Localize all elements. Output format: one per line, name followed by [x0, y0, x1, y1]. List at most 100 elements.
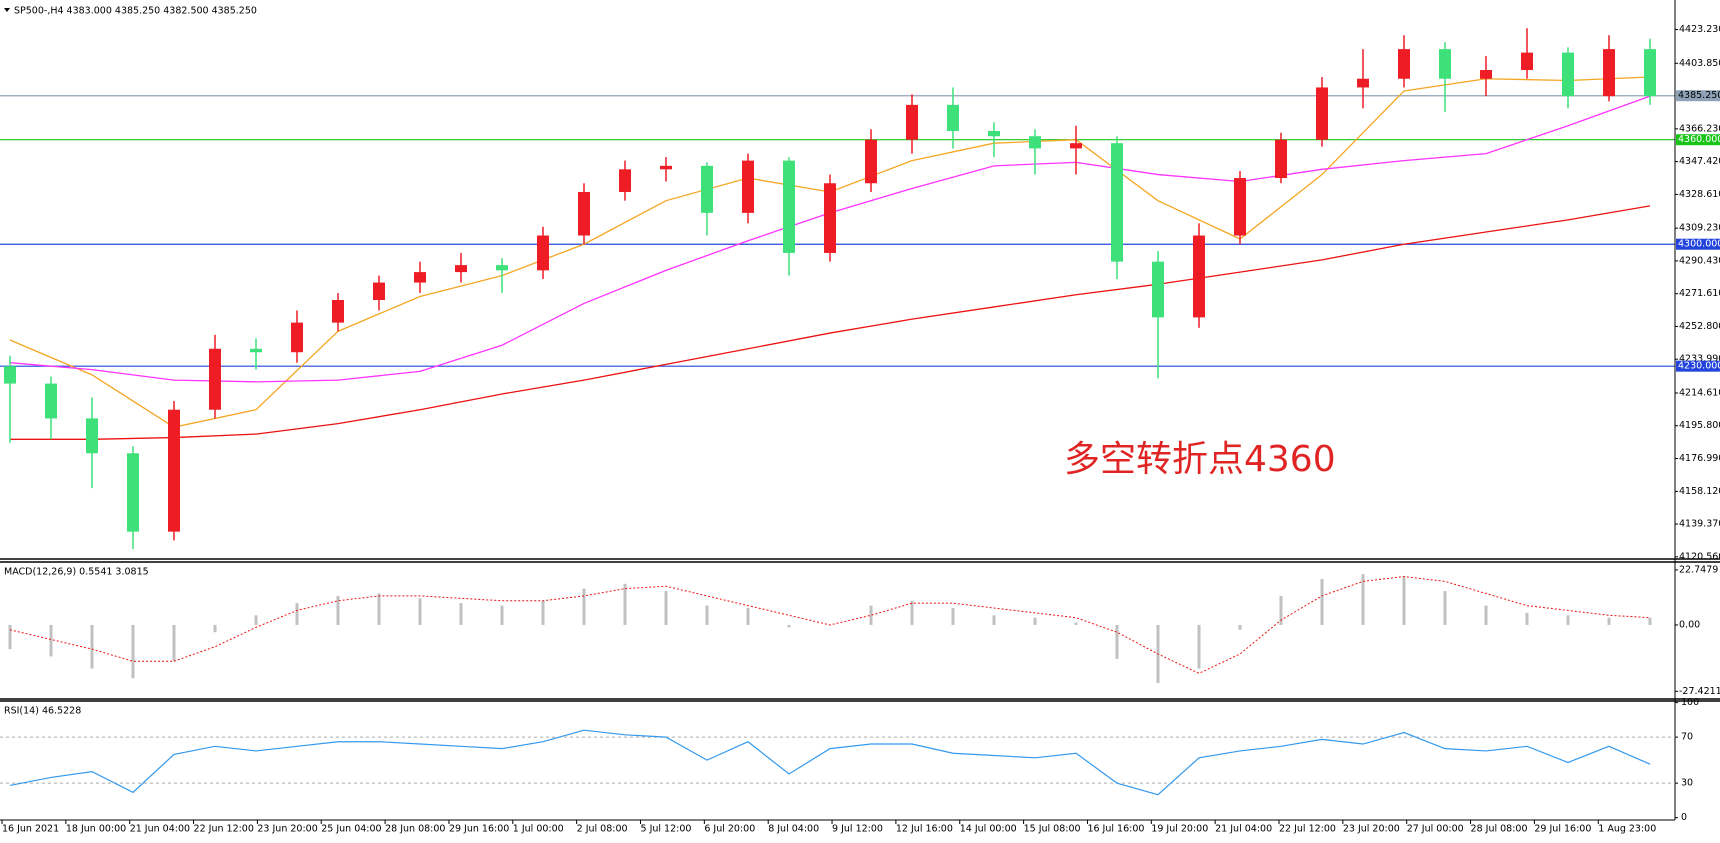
macd-bar — [377, 593, 381, 625]
y-tick-label: 4233.990 — [1679, 354, 1720, 365]
candle-body — [865, 139, 877, 184]
x-tick-label: 5 Jul 12:00 — [641, 824, 692, 835]
macd-bar — [1033, 617, 1037, 625]
y-tick-label: 4158.120 — [1679, 486, 1720, 497]
x-tick-label: 12 Jul 16:00 — [896, 824, 953, 835]
y-tick-label: -27.4211 — [1679, 686, 1720, 697]
y-tick-label: 4309.230 — [1679, 223, 1720, 234]
macd-bar — [49, 624, 53, 657]
y-tick-label: 4347.420 — [1679, 156, 1720, 167]
macd-bar — [910, 600, 914, 625]
candle-body — [1562, 52, 1574, 97]
macd-bar — [541, 600, 545, 625]
level-label: 4385.250 — [1678, 90, 1720, 101]
candle-body — [414, 272, 426, 283]
y-tick-label: 4120.560 — [1679, 551, 1720, 562]
macd-bar — [418, 598, 422, 625]
x-tick-label: 29 Jul 16:00 — [1534, 824, 1591, 835]
macd-bar — [1361, 574, 1365, 625]
macd-bar — [746, 608, 750, 625]
candle-body — [209, 348, 221, 410]
x-tick-label: 27 Jul 00:00 — [1407, 824, 1464, 835]
macd-bar — [254, 615, 258, 625]
macd-bar — [1525, 612, 1529, 625]
x-tick-label: 16 Jun 2021 — [2, 824, 59, 835]
level-label-box — [1676, 90, 1720, 102]
macd-bar — [992, 615, 996, 625]
candle-body — [1439, 49, 1451, 79]
x-tick-label: 28 Jul 08:00 — [1471, 824, 1528, 835]
candle-body — [1644, 49, 1656, 97]
rsi-line — [9, 729, 1651, 796]
candle-body — [947, 104, 959, 131]
macd-bar — [1279, 595, 1283, 625]
macd-bar — [295, 603, 299, 625]
macd-bar — [582, 588, 586, 625]
candle-body — [1480, 70, 1492, 79]
x-tick-label: 1 Aug 23:00 — [1598, 824, 1656, 835]
candle-body — [619, 169, 631, 192]
macd-bar — [172, 624, 176, 662]
macd-bar — [1402, 576, 1406, 625]
y-tick-label: 4328.610 — [1679, 189, 1720, 200]
macd-bar — [8, 624, 12, 650]
candle-body — [1193, 235, 1205, 318]
macd-bar — [951, 608, 955, 625]
candle-body — [660, 165, 672, 170]
level-label-box — [1676, 238, 1720, 250]
candle-body — [168, 409, 180, 532]
macd-bar — [787, 624, 791, 628]
candle-body — [824, 183, 836, 253]
candle-body — [701, 165, 713, 213]
macd-bar — [459, 603, 463, 625]
y-tick-label: 4139.370 — [1679, 519, 1720, 530]
macd-bar — [1484, 605, 1488, 625]
level-label-box — [1676, 134, 1720, 146]
macd-bar — [1566, 615, 1570, 625]
macd-bar — [336, 595, 340, 625]
macd-bar — [1443, 591, 1447, 625]
macd-bar — [1648, 617, 1652, 625]
candle-body — [1029, 136, 1041, 149]
macd-bar — [1238, 624, 1242, 630]
x-tick-label: 25 Jun 04:00 — [321, 824, 381, 835]
chart-title: SP500-,H4 4383.000 4385.250 4382.500 438… — [14, 6, 257, 17]
x-tick-label: 6 Jul 20:00 — [704, 824, 755, 835]
candle-body — [1152, 261, 1164, 318]
macd-bar — [664, 591, 668, 625]
candle-body — [45, 383, 57, 419]
candle-body — [988, 130, 1000, 137]
candle-body — [250, 348, 262, 353]
y-tick-label: 4403.850 — [1679, 58, 1720, 69]
candle-body — [1357, 78, 1369, 88]
x-tick-label: 8 Jul 04:00 — [768, 824, 819, 835]
x-tick-label: 14 Jul 00:00 — [960, 824, 1017, 835]
x-tick-label: 22 Jun 12:00 — [194, 824, 254, 835]
y-tick-label: 30 — [1681, 778, 1693, 789]
macd-bar — [500, 605, 504, 625]
x-tick-label: 21 Jul 04:00 — [1215, 824, 1272, 835]
candle-body — [291, 322, 303, 353]
candle-body — [906, 104, 918, 140]
candle-body — [537, 235, 549, 271]
macd-bar — [1115, 624, 1119, 659]
y-tick-label: 4271.610 — [1679, 288, 1720, 299]
macd-title: MACD(12,26,9) 0.5541 3.0815 — [4, 567, 149, 578]
candle-body — [1398, 49, 1410, 79]
x-tick-label: 23 Jul 20:00 — [1343, 824, 1400, 835]
candle-body — [578, 191, 590, 236]
level-label-box — [1676, 360, 1720, 372]
candle-body — [1070, 143, 1082, 149]
x-tick-label: 21 Jun 04:00 — [130, 824, 190, 835]
candle-body — [127, 453, 139, 532]
candle-body — [742, 160, 754, 213]
candle-body — [1603, 49, 1615, 97]
macd-bar — [705, 605, 709, 625]
x-tick-label: 9 Jul 12:00 — [832, 824, 883, 835]
macd-bar — [1197, 624, 1201, 669]
candle-body — [1234, 178, 1246, 236]
annotation: 多空转折点4360 — [1064, 439, 1336, 480]
y-tick-label: 0 — [1681, 812, 1687, 823]
candle-body — [496, 265, 508, 271]
